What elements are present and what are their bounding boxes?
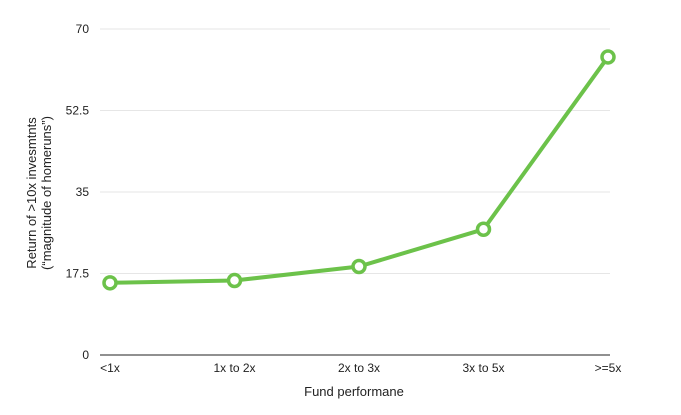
series-line: [108, 54, 610, 285]
y-tick-label: 52.5: [66, 104, 90, 118]
x-tick-label: >=5x: [595, 361, 622, 375]
x-axis-title: Fund performane: [304, 384, 404, 399]
y-axis-title-line-2: (“magnitude of homeruns”): [39, 116, 54, 270]
data-point: [102, 275, 118, 291]
y-tick-label: 0: [82, 348, 89, 362]
x-tick-label: 1x to 2x: [213, 361, 255, 375]
y-tick-label: 35: [76, 185, 90, 199]
x-tick-label: 2x to 3x: [338, 361, 380, 375]
x-tick-label: 3x to 5x: [462, 361, 504, 375]
data-point: [226, 272, 243, 289]
y-tick-label: 17.5: [66, 267, 90, 281]
y-axis-title: Return of >10x invesmtnts (“magnitude of…: [24, 116, 54, 270]
x-tick-labels: <1x 1x to 2x 2x to 3x 3x to 5x >=5x: [100, 361, 621, 375]
gridlines: [100, 28, 610, 274]
data-point: [475, 221, 492, 238]
data-points: [102, 49, 616, 291]
y-axis-title-line-1: Return of >10x invesmtnts: [24, 117, 39, 269]
y-tick-labels: 0 17.5 35 52.5 70: [66, 22, 90, 362]
data-point: [600, 49, 616, 65]
x-tick-label: <1x: [100, 361, 120, 375]
data-point: [351, 258, 367, 275]
y-tick-label: 70: [76, 22, 90, 36]
